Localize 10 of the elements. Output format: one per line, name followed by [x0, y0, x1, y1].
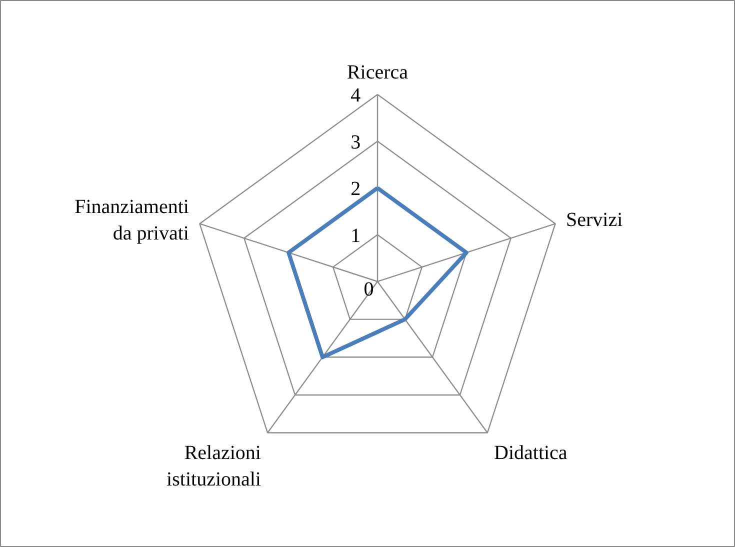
y-tick-label: 0 — [364, 278, 374, 300]
spoke-label: Didattica — [494, 442, 568, 464]
spoke-label: Finanziamenti da privati — [74, 196, 190, 244]
spoke-label: Servizi — [566, 209, 624, 232]
y-tick-label: 1 — [350, 224, 361, 247]
y-tick-label: 4 — [350, 84, 361, 106]
spoke-label: Ricerca — [346, 61, 408, 84]
y-tick-label: 3 — [350, 131, 361, 154]
spoke-label: Relazioni istituzionali — [166, 442, 262, 490]
y-tick-label: 2 — [350, 178, 361, 200]
